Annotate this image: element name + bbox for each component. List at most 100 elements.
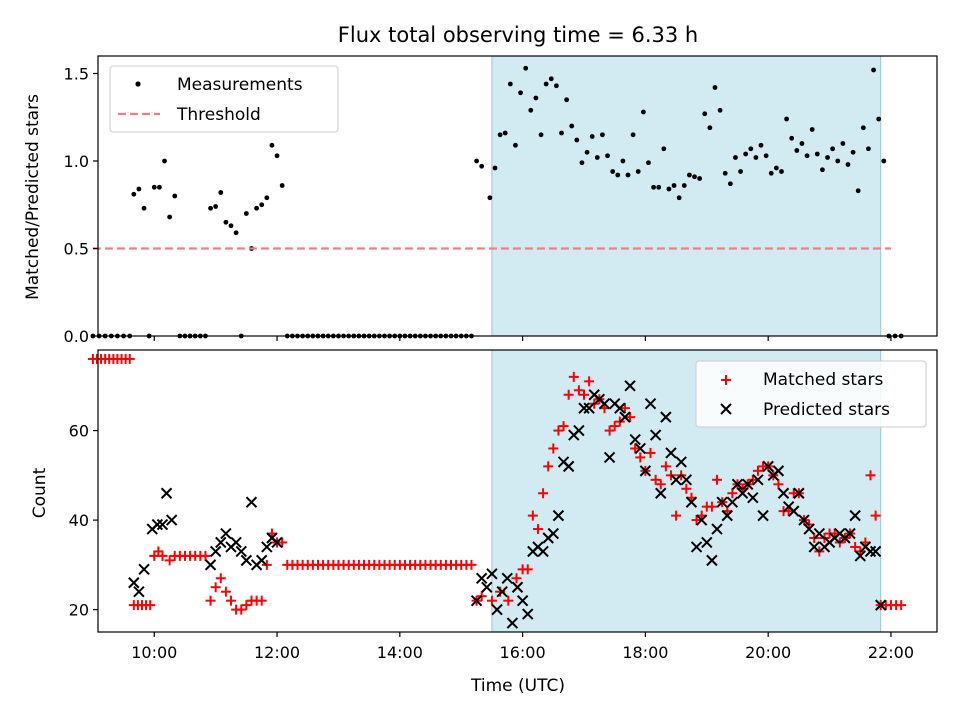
measurement-point — [589, 134, 595, 139]
predicted-stars-point — [475, 572, 488, 584]
matched-stars-point — [503, 595, 514, 606]
predicted-stars-point — [256, 554, 268, 567]
x-tick-label: 20:00 — [745, 643, 791, 662]
measurement-point — [748, 146, 754, 152]
measurement-point — [717, 107, 723, 113]
predicted-stars-point — [655, 487, 667, 499]
measurement-point — [131, 191, 137, 197]
predicted-stars-point — [133, 586, 145, 598]
measurement-point — [625, 172, 631, 178]
measurement-point — [615, 172, 621, 178]
matched-stars-point — [850, 541, 861, 552]
matched-stars-point — [630, 443, 641, 454]
predicted-stars-point — [854, 550, 866, 562]
matched-stars-point — [164, 555, 175, 566]
x-tick-label: 16:00 — [500, 643, 546, 662]
measurement-point — [141, 205, 147, 211]
matched-stars-point — [650, 474, 661, 485]
predicted-stars-point — [665, 447, 677, 459]
predicted-stars-point — [240, 554, 253, 567]
matched-stars-point — [543, 461, 554, 472]
predicted-stars-point — [869, 545, 882, 558]
legend-label-matched: Matched stars — [763, 370, 883, 390]
matched-stars-point — [625, 412, 636, 423]
measurement-point — [553, 83, 559, 89]
measurement-point — [860, 125, 866, 131]
matched-stars-point — [215, 573, 226, 584]
measurement-point — [681, 183, 687, 188]
predicted-stars-point — [680, 474, 693, 486]
measurement-point — [136, 186, 142, 192]
measurement-point — [254, 205, 259, 211]
matched-stars-point — [277, 537, 288, 548]
matched-stars-point — [220, 586, 231, 597]
matched-stars-point — [573, 385, 584, 396]
predicted-stars-point — [151, 518, 164, 531]
matched-stars-point — [712, 474, 723, 485]
predicted-stars-point — [486, 568, 498, 580]
measurement-point — [507, 81, 513, 87]
measurement-point — [794, 148, 800, 153]
measurement-point — [640, 109, 646, 115]
chart-title: Flux total observing time = 6.33 h — [338, 23, 698, 47]
matched-stars-point — [538, 488, 549, 499]
measurement-point — [559, 130, 564, 136]
matched-stars-point — [660, 461, 671, 472]
measurement-point — [167, 214, 173, 220]
predicted-stars-point — [603, 451, 616, 464]
matched-stars-point — [752, 465, 763, 476]
predicted-stars-point — [128, 577, 140, 589]
measurement-point — [635, 169, 641, 174]
predicted-stars-point — [649, 429, 662, 441]
panel-count: 20 40 60 10:00 12:00 14:00 16:00 18:00 20:00 22:0… — [69, 349, 938, 662]
matched-stars-point — [579, 389, 590, 400]
measurement-point — [722, 170, 728, 176]
measurement-point — [758, 142, 764, 148]
predicted-stars-point — [736, 487, 749, 499]
measurement-point — [162, 158, 167, 164]
measurement-point — [156, 184, 162, 190]
matched-stars-point — [205, 595, 216, 606]
matched-stars-point — [773, 479, 784, 490]
x-axis-label: Time (UTC) — [470, 676, 565, 696]
matched-stars-point — [691, 515, 702, 526]
predicted-stars-point — [245, 496, 258, 508]
measurement-point — [656, 184, 662, 190]
predicted-stars-point — [788, 505, 800, 517]
measurement-point — [779, 169, 784, 174]
measurement-point — [804, 153, 810, 159]
measurement-point — [605, 153, 610, 159]
predicted-stars-point — [614, 402, 626, 414]
measurement-point — [538, 132, 544, 138]
measurement-point — [259, 202, 265, 208]
predicted-stars-point — [547, 527, 560, 540]
axes-frame-count — [97, 349, 938, 633]
predicted-stars-point — [849, 509, 861, 522]
matched-stars-point — [655, 479, 666, 490]
measurement-point — [784, 116, 789, 122]
predicted-stars-point — [716, 496, 728, 508]
measurement-point — [881, 158, 887, 164]
measurement-point — [661, 146, 667, 152]
matched-stars-point — [210, 582, 221, 593]
measurement-point — [733, 155, 738, 160]
matched-stars-point — [896, 600, 907, 611]
predicted-stars-point — [721, 509, 733, 522]
measurement-point — [474, 158, 479, 164]
measurement-point — [697, 176, 703, 181]
measurement-point — [646, 160, 651, 166]
predicted-stars-point — [793, 487, 805, 499]
legend-label-threshold: Threshold — [176, 105, 261, 125]
measurement-point — [513, 142, 518, 148]
x-tick-label: 18:00 — [622, 643, 668, 662]
predicted-stars-point — [209, 545, 222, 558]
predicted-stars-point — [639, 465, 652, 477]
matched-stars-point — [145, 600, 156, 611]
matched-stars-point — [671, 510, 682, 521]
matched-stars-point — [486, 595, 497, 606]
predicted-stars-point — [757, 509, 769, 522]
x-tick-label: 12:00 — [254, 643, 300, 662]
predicted-stars-point — [690, 541, 703, 553]
shaded-interval-ratio — [491, 55, 882, 337]
measurement-point — [876, 116, 882, 122]
